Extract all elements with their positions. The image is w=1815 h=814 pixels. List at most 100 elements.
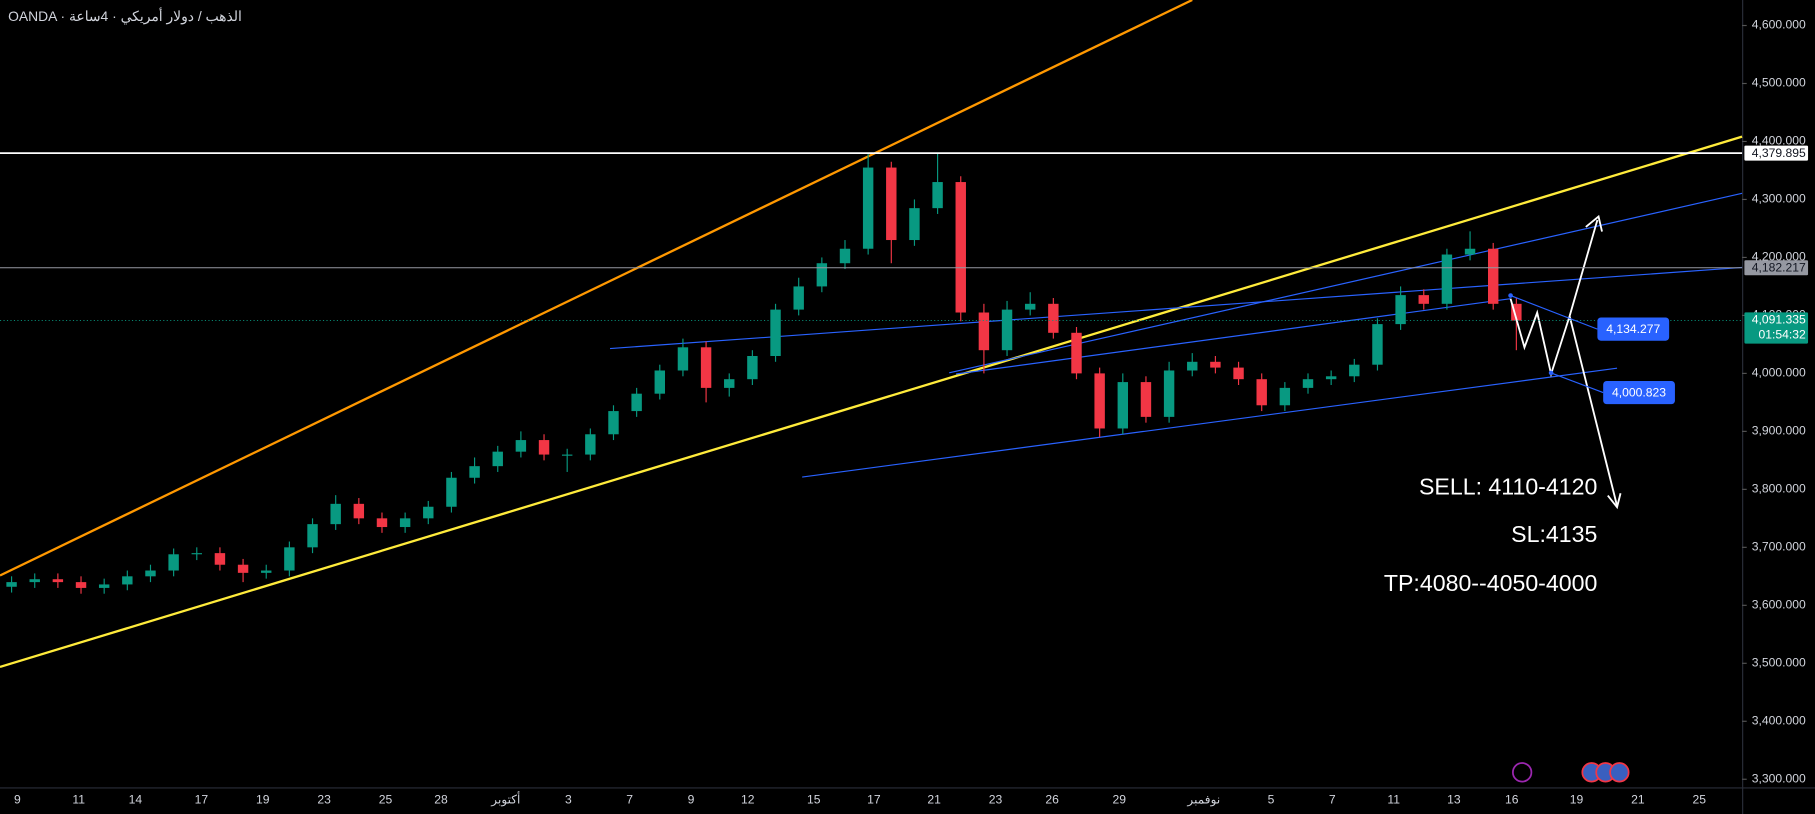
- candle-body: [1372, 324, 1383, 365]
- x-tick-label: 26: [1045, 792, 1059, 806]
- event-icon[interactable]: [1609, 762, 1630, 783]
- candle-body: [538, 440, 550, 455]
- candle-body: [700, 347, 712, 388]
- candle-body: [1325, 376, 1337, 380]
- candle-body: [446, 477, 457, 507]
- y-tick-label: 3,500.000: [1752, 655, 1806, 669]
- candle-body: [191, 553, 202, 555]
- candle-body: [98, 584, 110, 588]
- candle-body: [29, 579, 40, 583]
- candle-body: [1464, 248, 1476, 255]
- y-tick-label: 4,500.000: [1752, 76, 1806, 90]
- current-price-tag: [1744, 312, 1809, 344]
- candle-body: [932, 182, 943, 209]
- x-tick-label: 3: [565, 792, 572, 806]
- candle-body: [1511, 303, 1522, 321]
- event-icons: [1512, 762, 1630, 783]
- candle-body: [770, 309, 781, 356]
- x-tick-label: 21: [927, 792, 941, 806]
- trendline: [0, 0, 1193, 577]
- candle-body: [886, 167, 897, 241]
- candle-body: [1163, 370, 1175, 417]
- y-tick-label: 3,700.000: [1752, 540, 1806, 554]
- candle-body: [816, 263, 828, 287]
- price-label-leader: [1550, 372, 1604, 394]
- x-tick-label: 7: [626, 792, 633, 806]
- trendlines: [0, 0, 1743, 669]
- y-tick-label: 3,300.000: [1752, 771, 1806, 785]
- current-price-label: 4,091.335: [1752, 313, 1806, 327]
- candle-body: [1302, 379, 1314, 388]
- projection-path: [1568, 315, 1618, 507]
- price-label-text: 4,134.277: [1606, 322, 1660, 336]
- candle-body: [1395, 295, 1406, 325]
- x-tick-label: 7: [1329, 792, 1336, 806]
- x-tick-label: 29: [1113, 792, 1127, 806]
- x-tick-label: 13: [1447, 792, 1461, 806]
- x-tick-label: نوفمبر: [1186, 792, 1220, 806]
- x-tick-label: 17: [867, 792, 881, 806]
- y-tick-label: 4,000.000: [1752, 366, 1806, 380]
- candle-body: [585, 434, 596, 455]
- candle-body: [423, 506, 434, 519]
- x-tick-label: 14: [129, 792, 143, 806]
- candle-body: [122, 576, 133, 585]
- y-tick-label: 4,600.000: [1752, 18, 1806, 32]
- y-tick-label: 4,200.000: [1752, 250, 1806, 264]
- x-tick-label: 11: [72, 792, 85, 806]
- x-tick-label: 15: [807, 792, 821, 806]
- x-tick-label: 9: [688, 792, 695, 806]
- candle-body: [561, 454, 573, 456]
- candle-body: [978, 312, 990, 351]
- candle-body: [52, 579, 64, 583]
- candle-body: [1279, 387, 1291, 406]
- price-label-box: [1597, 317, 1670, 341]
- trendline: [609, 266, 1743, 350]
- x-tick-label: 19: [1570, 792, 1584, 806]
- candle-body: [1117, 382, 1129, 429]
- annotation: TP:4080--4050-4000: [1384, 570, 1598, 596]
- trendline: [802, 367, 1618, 478]
- candle-body: [168, 554, 179, 571]
- projection: [1509, 214, 1622, 510]
- candle-body: [307, 524, 318, 548]
- candle-body: [1210, 361, 1221, 368]
- y-tick-label: 4,300.000: [1752, 192, 1806, 206]
- candle-body: [376, 518, 388, 528]
- candle-body: [793, 286, 804, 310]
- arrow-head: [1585, 214, 1603, 232]
- candle-body: [1001, 309, 1013, 351]
- trendline: [0, 135, 1743, 669]
- price-label-box: [1603, 381, 1675, 405]
- y-tick-label: 3,400.000: [1752, 713, 1806, 727]
- y-tick-label: 3,800.000: [1752, 482, 1806, 496]
- candle-body: [1418, 295, 1429, 304]
- candle-body: [1140, 382, 1152, 417]
- candle-body: [353, 503, 365, 519]
- x-tick-label: 16: [1505, 792, 1519, 806]
- x-tick-label: 23: [989, 792, 1003, 806]
- trendline: [956, 298, 1511, 375]
- x-tick-label: 11: [1387, 792, 1400, 806]
- countdown: 01:54:32: [1758, 328, 1805, 342]
- level-tag-label: 4,182.217: [1752, 261, 1806, 275]
- candle-body: [237, 564, 249, 573]
- candle-body: [469, 466, 480, 478]
- price-label-leader: [1510, 294, 1598, 330]
- candle-body: [214, 553, 226, 565]
- x-tick-label: 5: [1268, 792, 1275, 806]
- candle-body: [1187, 361, 1198, 371]
- event-icon[interactable]: [1512, 762, 1533, 783]
- candle-body: [608, 411, 619, 435]
- x-tick-label: 12: [741, 792, 755, 806]
- y-tick-label: 3,600.000: [1752, 598, 1806, 612]
- candle-body: [330, 503, 341, 525]
- annotation: SL:4135: [1511, 521, 1597, 547]
- candle-body: [909, 208, 920, 241]
- candle-body: [724, 379, 735, 388]
- candle-body: [747, 355, 758, 380]
- x-tick-label: 21: [1631, 792, 1645, 806]
- x-tick-label: 19: [256, 792, 270, 806]
- x-tick-label: 23: [317, 792, 331, 806]
